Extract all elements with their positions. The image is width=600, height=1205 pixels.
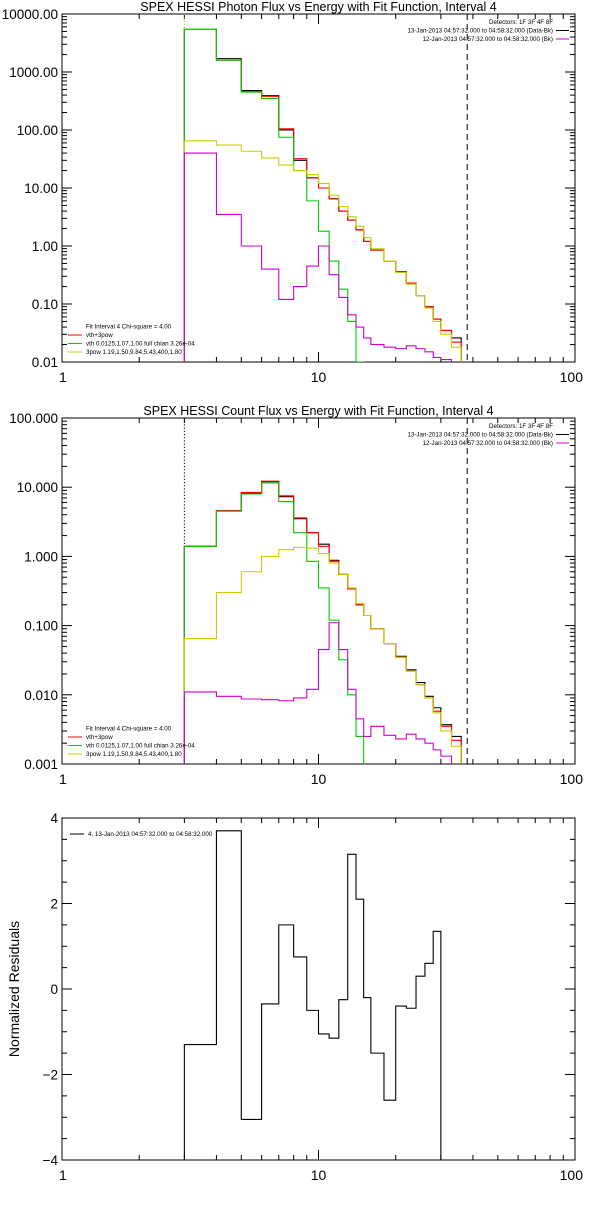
series-group [183,28,462,362]
x-tick-label: 100 [560,1167,584,1183]
legend-entry: vth+3pow [86,332,113,339]
x-tick-label: 100 [560,771,584,787]
series-bk [183,622,453,764]
plot-frame [61,817,576,1161]
legend-entry: 4, 13-Jan-2013 04:57:32.000 to 04:58:32.… [88,831,213,838]
y-tick-label: 1.000 [24,549,58,564]
x-tick-label: 10 [311,771,327,787]
legend-entry: 12-Jan-2013 04:57:32.000 to 04:58:32.000… [423,36,553,43]
legend-entry: 12-Jan-2013 04:57:32.000 to 04:58:32.000… [423,440,553,447]
series-group [183,480,462,764]
y-tick-label: 10000.00 [2,7,58,22]
y-tick-label: 4 [50,811,58,826]
y-tick-label: 100.000 [9,411,58,426]
y-tick-label: −4 [43,1153,59,1168]
y-tick-label: 0.100 [24,619,58,634]
y-axis-label: Normalized Residuals [6,921,22,1057]
y-tick-label: 0.10 [32,297,58,312]
x-tick-label: 1 [59,771,67,787]
x-tick-label: 1 [59,369,67,385]
y-tick-label: 10.00 [24,181,58,196]
y-tick-label: 1.00 [32,239,58,254]
series-vth-3pow [183,480,462,764]
series-vth [183,28,365,362]
series-bk [183,152,453,362]
y-tick-label: 0.001 [24,757,58,772]
legend-entry: Detectors: 1F 3F 4F 8F [489,19,553,26]
series-3pow [183,546,462,764]
series-vth [183,482,365,764]
series-residuals [183,830,442,1160]
series-data-bk [183,481,462,764]
series-vth-3pow [183,28,462,362]
legend-entry: 3pow 1.19,1.50,9.84,5.43,400,1.80 [86,349,182,356]
legend-entry: Fit Interval 4 Chi-square = 4.00 [86,324,172,331]
chart-title: SPEX HESSI Count Flux vs Energy with Fit… [143,404,493,418]
legend-entry: vth 0.0125,1.07,1.00 full chian 3.26e-04 [86,743,195,750]
legend-entry: Detectors: 1F 3F 4F 8F [489,423,553,430]
legend-entry: vth 0.0125,1.07,1.00 full chian 3.26e-04 [86,341,195,348]
chart-title: SPEX HESSI Photon Flux vs Energy with Fi… [140,0,496,14]
legend-entry: Fit Interval 4 Chi-square = 4.00 [86,726,172,733]
x-tick-label: 10 [311,369,327,385]
y-tick-label: 10.000 [17,480,58,495]
series-group [183,830,442,1160]
x-tick-label: 100 [560,369,584,385]
y-tick-label: 2 [50,897,58,912]
chart-1: SPEX HESSI Photon Flux vs Energy with Fi… [2,0,584,385]
legend-entry: 3pow 1.19,1.50,9.84,5.43,400,1.80 [86,751,182,758]
plot-frame [61,417,576,765]
legend-entry: vth+3pow [86,734,113,741]
y-tick-label: −2 [43,1068,58,1083]
legend-entry: 13-Jan-2013 04:57:32.000 to 04:58:32.000… [407,432,553,439]
y-tick-label: 100.00 [17,123,58,138]
y-tick-label: 1000.00 [9,65,58,80]
series-3pow [183,140,462,362]
x-tick-label: 1 [59,1167,67,1183]
y-tick-label: 0.010 [24,688,58,703]
chart-3: 1 10 100 −4 −2 0 2 4 Normalized Residuals 4, 13-J… [6,811,584,1183]
x-tick-label: 10 [311,1167,327,1183]
chart-2: SPEX HESSI Count Flux vs Energy with Fit… [9,404,584,787]
legend-entry: 13-Jan-2013 04:57:32.000 to 04:58:32.000… [407,28,553,35]
series-data-bk [183,28,462,362]
y-tick-label: 0.01 [32,355,58,370]
y-tick-label: 0 [50,982,58,997]
